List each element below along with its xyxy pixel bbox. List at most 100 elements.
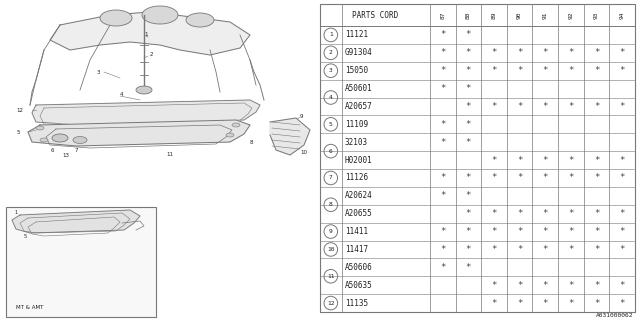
Polygon shape (270, 118, 310, 155)
Circle shape (232, 123, 240, 127)
Circle shape (73, 137, 87, 143)
Text: 7: 7 (74, 148, 77, 153)
Text: 91: 91 (543, 11, 548, 19)
Text: *: * (517, 66, 522, 75)
Circle shape (52, 134, 68, 142)
Text: 92: 92 (568, 11, 573, 19)
Text: *: * (620, 281, 625, 290)
Text: 88: 88 (466, 11, 471, 19)
Text: *: * (620, 227, 625, 236)
Polygon shape (50, 12, 250, 55)
Text: 93: 93 (594, 11, 599, 19)
Text: *: * (594, 48, 599, 57)
Text: 9: 9 (329, 229, 333, 234)
Text: 7: 7 (329, 175, 333, 180)
Text: 9: 9 (300, 114, 303, 118)
Text: *: * (517, 227, 522, 236)
Text: *: * (440, 66, 445, 75)
Bar (6, 207, 156, 317)
Text: MT & AMT: MT & AMT (16, 305, 44, 310)
Text: 12: 12 (16, 108, 23, 113)
Text: 13: 13 (63, 153, 70, 158)
Text: *: * (568, 102, 573, 111)
Text: *: * (620, 156, 625, 164)
Text: 8: 8 (329, 202, 333, 207)
Text: *: * (594, 299, 599, 308)
Text: 2: 2 (150, 52, 154, 58)
Circle shape (36, 126, 44, 130)
Text: 32103: 32103 (345, 138, 368, 147)
Text: 3: 3 (329, 68, 333, 73)
Text: *: * (543, 209, 548, 218)
Text: *: * (543, 299, 548, 308)
Text: *: * (466, 245, 471, 254)
Text: *: * (517, 299, 522, 308)
Text: *: * (620, 245, 625, 254)
Text: *: * (594, 281, 599, 290)
Text: A50635: A50635 (345, 281, 372, 290)
Text: *: * (568, 173, 573, 182)
Polygon shape (32, 100, 260, 125)
Text: *: * (517, 209, 522, 218)
Text: *: * (440, 138, 445, 147)
Text: *: * (517, 156, 522, 164)
Text: A50601: A50601 (345, 84, 372, 93)
Text: *: * (568, 48, 573, 57)
Text: *: * (543, 48, 548, 57)
Text: *: * (517, 245, 522, 254)
Circle shape (136, 86, 152, 94)
Text: *: * (543, 227, 548, 236)
Text: PARTS CORD: PARTS CORD (352, 11, 398, 20)
Text: 5: 5 (329, 122, 333, 127)
Text: *: * (492, 66, 497, 75)
Text: 12: 12 (327, 300, 335, 306)
Circle shape (100, 10, 132, 26)
Text: 10: 10 (327, 247, 335, 252)
Text: *: * (492, 48, 497, 57)
Text: *: * (594, 173, 599, 182)
Text: *: * (440, 30, 445, 39)
Text: 2: 2 (329, 50, 333, 55)
Text: *: * (492, 281, 497, 290)
Text: *: * (620, 102, 625, 111)
Text: *: * (568, 209, 573, 218)
Text: *: * (594, 245, 599, 254)
Text: *: * (620, 48, 625, 57)
Text: H02001: H02001 (345, 156, 372, 164)
Text: 11109: 11109 (345, 120, 368, 129)
Text: *: * (466, 66, 471, 75)
Text: *: * (568, 245, 573, 254)
Text: *: * (568, 66, 573, 75)
Text: *: * (466, 120, 471, 129)
Text: 10: 10 (300, 149, 307, 155)
Text: *: * (568, 299, 573, 308)
Text: *: * (466, 263, 471, 272)
Text: 11126: 11126 (345, 173, 368, 182)
Text: 11411: 11411 (345, 227, 368, 236)
Text: A031000062: A031000062 (595, 313, 633, 318)
Text: 1: 1 (144, 33, 147, 37)
Text: 90: 90 (517, 11, 522, 19)
Text: *: * (440, 84, 445, 93)
Text: *: * (594, 209, 599, 218)
Text: 8: 8 (250, 140, 253, 145)
Text: *: * (492, 102, 497, 111)
Text: *: * (440, 120, 445, 129)
Text: *: * (568, 156, 573, 164)
Text: *: * (492, 227, 497, 236)
Text: *: * (543, 245, 548, 254)
Circle shape (142, 6, 178, 24)
Text: 1: 1 (329, 32, 333, 37)
Text: 87: 87 (440, 11, 445, 19)
Text: A20655: A20655 (345, 209, 372, 218)
Text: *: * (440, 263, 445, 272)
Text: *: * (620, 173, 625, 182)
Text: *: * (620, 66, 625, 75)
Text: *: * (517, 281, 522, 290)
Text: *: * (620, 209, 625, 218)
Text: A20624: A20624 (345, 191, 372, 200)
Text: *: * (594, 227, 599, 236)
Text: *: * (594, 156, 599, 164)
Circle shape (226, 133, 234, 137)
Text: 11121: 11121 (345, 30, 368, 39)
